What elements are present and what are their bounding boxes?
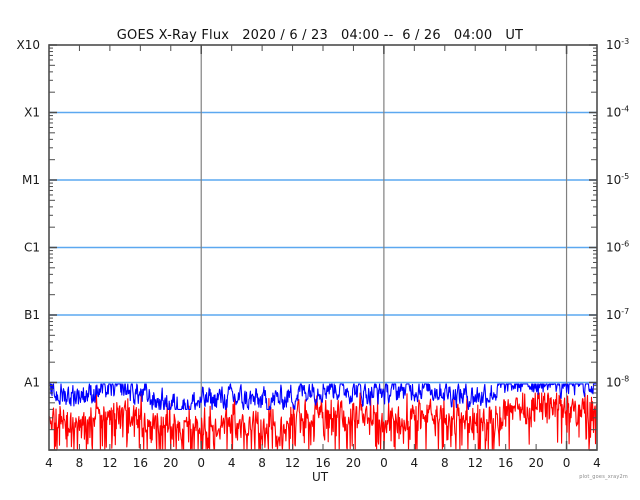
y-axis-right-tick-label: 10-3	[606, 37, 629, 52]
y-axis-right-tick-label: 10-6	[606, 240, 629, 255]
y-axis-right-tick-label: 10-8	[606, 375, 629, 390]
series-trace	[49, 392, 597, 450]
y-axis-left-tick-label: A1	[24, 376, 40, 390]
x-axis-tick-label: 0	[380, 456, 388, 470]
x-axis-tick-label: 8	[76, 456, 84, 470]
y-axis-left-tick-label: X10	[17, 38, 41, 52]
page-title: GOES X-Ray Flux 2020 / 6 / 23 04:00 -- 6…	[116, 28, 524, 43]
footer-credit: plot_goes_xray2m	[579, 474, 628, 480]
x-axis-title: UT	[311, 470, 329, 484]
x-axis-tick-label: 4	[593, 456, 601, 470]
x-axis-tick-label: 12	[102, 456, 117, 470]
y-axis-right-tick-label: 10-7	[606, 307, 629, 322]
x-axis-tick-label: 4	[411, 456, 419, 470]
x-axis-tick-label: 8	[441, 456, 449, 470]
y-axis-left-tick-label: M1	[22, 173, 40, 187]
series-trace	[49, 383, 597, 410]
y-axis-left-tick-label: C1	[24, 241, 40, 255]
x-axis-tick-label: 12	[468, 456, 483, 470]
x-axis-tick-label: 4	[45, 456, 53, 470]
x-axis-tick-label: 16	[315, 456, 330, 470]
x-axis-tick-label: 4	[228, 456, 236, 470]
x-axis-tick-label: 20	[528, 456, 543, 470]
y-axis-right-tick-label: 10-5	[606, 172, 629, 187]
y-axis-left-tick-label: X1	[24, 106, 40, 120]
x-axis-tick-label: 0	[197, 456, 205, 470]
x-axis-tick-label: 8	[258, 456, 266, 470]
y-axis-left-tick-label: B1	[24, 308, 40, 322]
x-axis-tick-label: 20	[163, 456, 178, 470]
x-axis-tick-label: 0	[563, 456, 571, 470]
y-axis-right-tick-label: 10-4	[606, 105, 629, 120]
x-axis-tick-label: 12	[285, 456, 300, 470]
x-axis-tick-label: 16	[133, 456, 148, 470]
x-axis-tick-label: 16	[498, 456, 513, 470]
x-axis-tick-label: 20	[346, 456, 361, 470]
